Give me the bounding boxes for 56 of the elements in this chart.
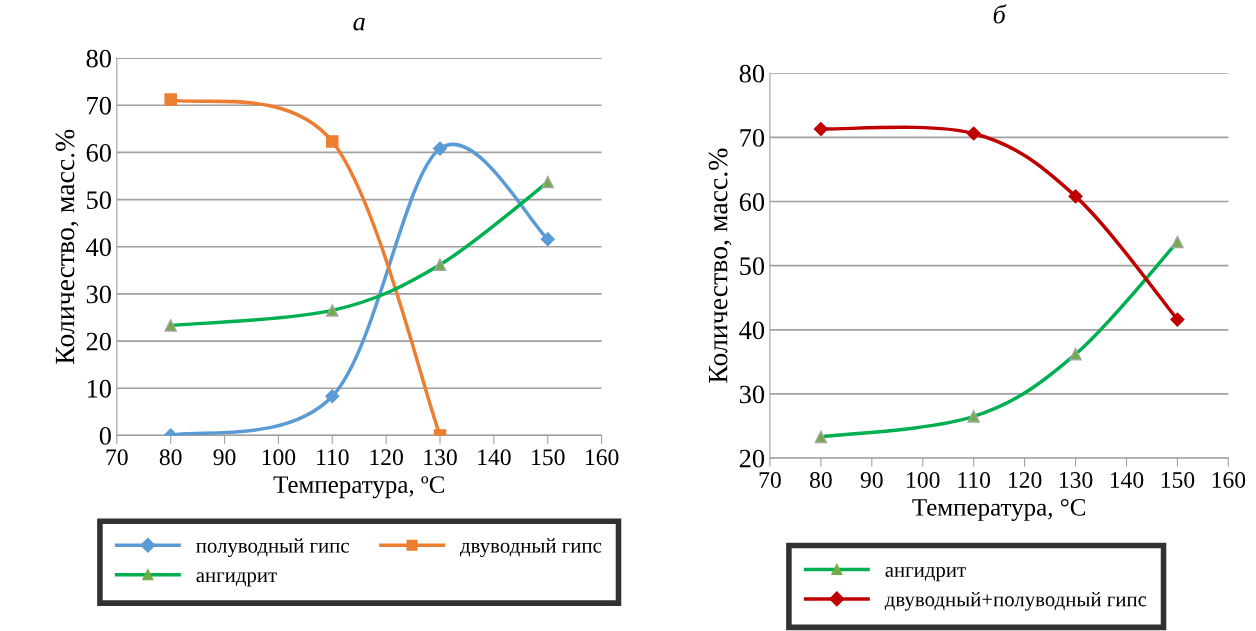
x-axis-title: Температура, ºС bbox=[273, 476, 444, 499]
legend-label: ангидрит bbox=[196, 572, 277, 587]
y-tick-label: 40 bbox=[86, 238, 111, 257]
y-tick-label: 80 bbox=[86, 49, 111, 68]
point bbox=[966, 126, 981, 141]
chart-title: б bbox=[993, 4, 1007, 24]
y-tick-label: 40 bbox=[739, 321, 765, 340]
y-tick-label: 70 bbox=[740, 128, 765, 147]
point bbox=[325, 389, 340, 404]
legend-label: ангидрит bbox=[885, 566, 966, 582]
x-tick-label: 80 bbox=[809, 471, 832, 488]
point bbox=[540, 232, 555, 247]
x-tick-label: 150 bbox=[532, 449, 565, 466]
x-tick-label: 120 bbox=[370, 449, 403, 466]
x-tick-label: 70 bbox=[106, 449, 128, 466]
point bbox=[164, 93, 177, 106]
y-axis-title: Количество, масс.% bbox=[708, 148, 732, 383]
x-tick-label: 110 bbox=[958, 471, 991, 488]
x-tick-label: 150 bbox=[1161, 471, 1195, 488]
legend-label: двуводный+полуводный гипс bbox=[884, 591, 1147, 611]
x-tick-label: 130 bbox=[1059, 471, 1093, 488]
x-tick-label: 120 bbox=[1008, 471, 1042, 488]
x-axis-title: Температура, °С bbox=[912, 498, 1086, 521]
y-tick-label: 20 bbox=[739, 449, 765, 468]
y-tick-label: 20 bbox=[86, 332, 111, 351]
point bbox=[432, 141, 448, 156]
point bbox=[1068, 189, 1083, 204]
x-tick-label: 70 bbox=[759, 471, 781, 488]
x-tick-label: 80 bbox=[159, 449, 182, 466]
point bbox=[1170, 312, 1185, 327]
x-tick-label: 140 bbox=[1110, 471, 1144, 488]
y-tick-label: 70 bbox=[87, 96, 111, 115]
y-tick-label: 30 bbox=[739, 385, 765, 404]
y-tick-label: 60 bbox=[86, 143, 111, 162]
chart-title: а bbox=[353, 17, 365, 31]
x-tick-label: 90 bbox=[860, 471, 883, 488]
y-tick-label: 10 bbox=[87, 379, 111, 398]
y-tick-label: 80 bbox=[739, 64, 765, 83]
x-tick-label: 130 bbox=[424, 449, 457, 466]
point bbox=[326, 135, 339, 148]
x-tick-label: 140 bbox=[478, 449, 511, 466]
y-tick-label: 50 bbox=[740, 257, 765, 276]
point bbox=[813, 121, 828, 137]
x-tick-label: 90 bbox=[213, 449, 236, 466]
legend-label: полуводный гипс bbox=[196, 538, 349, 558]
y-tick-label: 60 bbox=[739, 193, 765, 211]
x-tick-label: 100 bbox=[262, 449, 296, 466]
x-tick-label: 160 bbox=[1212, 471, 1246, 488]
y-tick-label: 50 bbox=[87, 191, 111, 209]
y-tick-label: 30 bbox=[86, 285, 111, 304]
x-tick-label: 100 bbox=[907, 471, 940, 488]
legend-label: двуводный гипс bbox=[459, 538, 602, 558]
y-tick-label: 0 bbox=[99, 427, 111, 445]
x-tick-label: 160 bbox=[585, 449, 619, 466]
y-axis-title: Количество, масс.% bbox=[55, 129, 79, 364]
x-tick-label: 110 bbox=[317, 449, 349, 466]
